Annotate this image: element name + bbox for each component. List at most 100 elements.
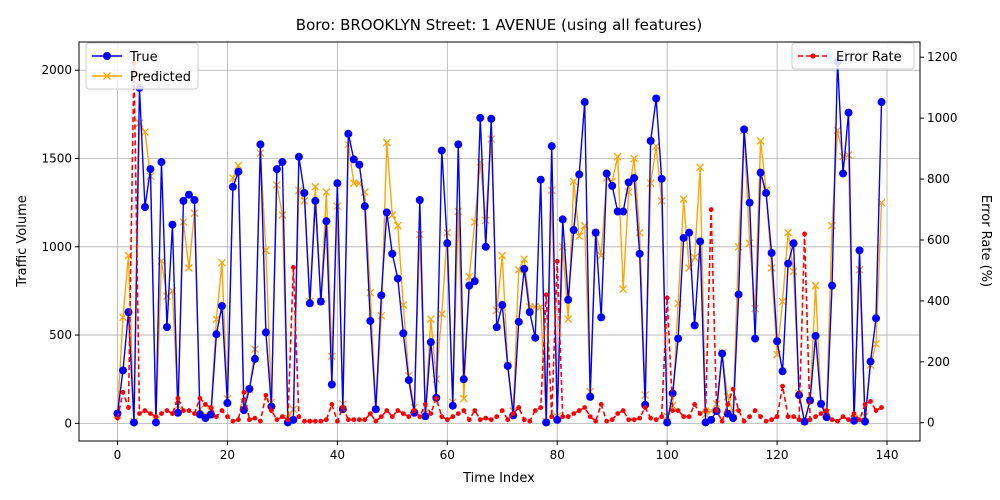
- error-rate-point: [670, 408, 676, 413]
- true-point: [426, 338, 435, 347]
- error-rate-point: [873, 408, 879, 413]
- error-rate-point: [318, 418, 324, 424]
- predicted-point: [366, 288, 375, 297]
- error-rate-point: [367, 411, 373, 416]
- error-rate-point: [312, 418, 318, 424]
- true-point: [272, 165, 281, 174]
- error-rate-point: [126, 405, 131, 410]
- true-point: [619, 207, 628, 216]
- error-rate-point: [527, 418, 533, 424]
- true-point: [459, 375, 468, 384]
- true-point: [492, 323, 501, 332]
- error-rate-point: [708, 207, 714, 212]
- x-tick-label: 140: [876, 448, 899, 462]
- true-point: [404, 376, 413, 385]
- true-point: [696, 237, 705, 246]
- true-point: [718, 349, 727, 358]
- true-point: [168, 220, 177, 229]
- error-rate-point: [164, 408, 170, 413]
- x-tick-label: 60: [440, 448, 455, 462]
- predicted-point: [547, 186, 556, 195]
- true-point: [316, 297, 325, 306]
- true-point: [250, 354, 259, 363]
- x-tick-label: 100: [656, 448, 679, 462]
- error-rate-point: [763, 418, 769, 424]
- plot-series: [113, 57, 886, 427]
- error-rate-point: [197, 395, 203, 401]
- true-point: [800, 417, 809, 426]
- error-rate-point: [494, 414, 500, 420]
- y2-tick-label: 400: [927, 294, 950, 308]
- error-rate-point: [692, 402, 698, 407]
- error-rate-point: [323, 417, 329, 423]
- error-rate-point: [659, 414, 665, 420]
- error-rate-point: [175, 395, 181, 401]
- true-point: [531, 333, 540, 342]
- true-point: [388, 249, 397, 258]
- error-rate-point: [769, 417, 774, 423]
- predicted-point: [459, 394, 468, 403]
- error-rate-point: [477, 417, 483, 423]
- true-point: [256, 140, 265, 149]
- true-point: [850, 416, 859, 425]
- true-point: [289, 415, 298, 424]
- true-point: [877, 98, 886, 107]
- error-rate-point: [565, 414, 571, 420]
- true-point: [443, 239, 452, 248]
- error-rate-point: [461, 408, 467, 413]
- error-rate-point: [115, 415, 120, 421]
- true-point: [333, 179, 342, 188]
- true-point: [778, 367, 787, 376]
- true-point: [773, 337, 782, 346]
- error-rate-point: [384, 408, 390, 413]
- error-rate-point: [686, 414, 692, 420]
- y2-tick-label: 800: [927, 172, 950, 186]
- predicted-point: [646, 179, 655, 188]
- predicted-point: [564, 315, 573, 324]
- predicted-point: [278, 211, 287, 219]
- error-rate-point: [626, 417, 632, 423]
- true-point: [789, 239, 798, 248]
- true-point: [278, 158, 287, 167]
- true-point: [448, 401, 457, 410]
- error-rate-point: [186, 408, 192, 413]
- true-point: [344, 129, 353, 138]
- y-tick-label: 1500: [41, 152, 72, 166]
- predicted-point: [756, 136, 765, 145]
- error-rate-point: [653, 417, 659, 423]
- true-point: [613, 207, 622, 216]
- true-point: [503, 361, 512, 370]
- error-rate-point: [450, 414, 456, 420]
- true-point: [465, 281, 474, 290]
- plot-frame: [78, 41, 921, 442]
- error-rate-point: [747, 414, 753, 420]
- error-rate-point: [219, 408, 225, 413]
- error-rate-point: [472, 408, 478, 413]
- true-point: [146, 165, 155, 174]
- true-point: [190, 196, 199, 205]
- true-point: [355, 160, 364, 169]
- error-rate-point: [192, 411, 197, 416]
- true-point: [635, 249, 644, 258]
- true-point: [366, 316, 375, 325]
- true-point: [223, 399, 232, 408]
- true-point: [393, 274, 402, 283]
- error-rate-point: [499, 408, 505, 413]
- error-rate-point: [774, 414, 780, 420]
- true-point: [652, 94, 661, 103]
- true-point: [828, 281, 837, 290]
- true-point: [811, 331, 820, 340]
- predicted-point: [778, 297, 787, 306]
- y-tick-label: 1000: [41, 240, 72, 254]
- error-rate-point: [604, 418, 610, 424]
- error-rate-point: [203, 402, 208, 407]
- predicted-point: [828, 221, 837, 230]
- predicted-point: [382, 138, 391, 147]
- predicted-point: [613, 152, 622, 161]
- error-rate-point: [252, 415, 258, 421]
- true-point: [646, 136, 655, 145]
- true-point: [762, 188, 771, 197]
- true-point: [542, 418, 551, 427]
- error-rate-point: [807, 417, 813, 423]
- error-rate-point: [719, 418, 725, 424]
